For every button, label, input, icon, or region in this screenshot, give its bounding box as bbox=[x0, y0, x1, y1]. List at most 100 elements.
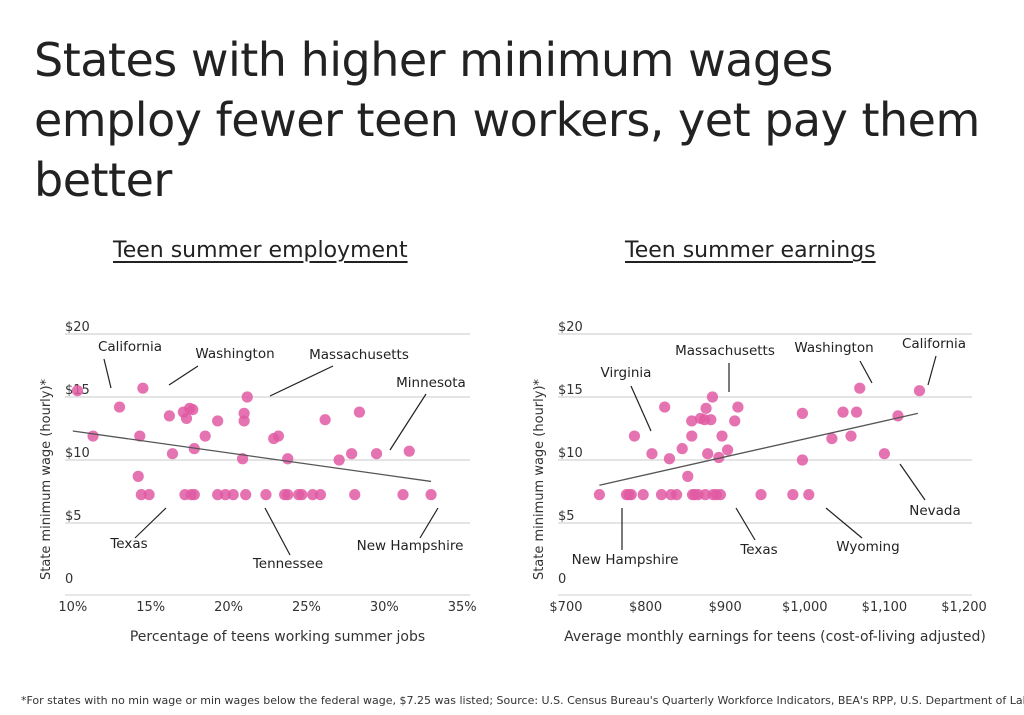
chart2-data-point bbox=[663, 453, 676, 465]
chart1-data-point bbox=[143, 489, 155, 501]
chart2-data-point bbox=[729, 415, 741, 427]
chart1-data-point bbox=[319, 414, 331, 426]
chart2-data-point bbox=[682, 470, 694, 482]
chart1-x-tick-label: 30% bbox=[370, 600, 399, 615]
chart2-data-point bbox=[686, 430, 698, 442]
chart1-annotation-leader bbox=[264, 507, 291, 556]
chart2-data-point bbox=[646, 448, 658, 460]
chart1-data-point bbox=[353, 406, 366, 418]
chart1-data-point bbox=[180, 412, 193, 425]
chart1-data-point bbox=[314, 489, 327, 501]
chart2-data-point bbox=[850, 406, 863, 418]
chart2-data-point bbox=[676, 443, 688, 455]
chart2-annotation-label: Wyoming bbox=[836, 539, 899, 555]
chart2-y-tick-label: $15 bbox=[558, 383, 583, 398]
chart1-annotation-label: Tennessee bbox=[252, 556, 323, 572]
chart1-data-point bbox=[241, 391, 253, 403]
chart2-y-tick-label: 0 bbox=[558, 572, 566, 587]
chart1-data-point bbox=[403, 445, 415, 457]
chart2-data-point bbox=[699, 489, 711, 501]
chart2-x-tick-label: $700 bbox=[549, 600, 582, 615]
chart1-x-tick-label: 25% bbox=[292, 600, 321, 615]
chart-title-earnings: Teen summer earnings bbox=[625, 238, 876, 263]
chart1-data-point bbox=[282, 453, 294, 465]
chart2-annotation-label: Texas bbox=[739, 542, 777, 558]
chart1-data-point bbox=[238, 415, 250, 427]
chart2-data-point bbox=[628, 430, 641, 442]
chart1-data-point bbox=[137, 382, 149, 394]
chart1-data-point bbox=[134, 430, 146, 442]
chart2-data-point bbox=[796, 454, 809, 466]
chart1-data-point bbox=[212, 415, 224, 427]
chart1-data-point bbox=[397, 489, 409, 501]
chart1-data-point bbox=[425, 489, 437, 501]
chart2-data-point bbox=[787, 489, 799, 501]
chart2-data-point bbox=[659, 401, 671, 413]
chart1-data-point bbox=[135, 489, 147, 501]
chart1-annotation-label: Minnesota bbox=[396, 375, 466, 391]
chart2-x-tick-label: $1,100 bbox=[862, 600, 908, 615]
page-title: States with higher minimum wages employ … bbox=[34, 33, 980, 207]
chart2-annotation-leader bbox=[825, 507, 863, 539]
chart2-data-point bbox=[732, 401, 744, 413]
chart2-data-point bbox=[845, 430, 857, 442]
chart1-data-point bbox=[163, 410, 175, 422]
chart1-data-point bbox=[87, 430, 99, 442]
chart1-data-point bbox=[187, 404, 199, 416]
chart1-x-tick-label: 15% bbox=[136, 600, 165, 615]
chart2-data-point bbox=[826, 432, 838, 445]
chart2-annotation-label: Virginia bbox=[601, 365, 652, 381]
chart2-annotation-label: California bbox=[902, 336, 966, 352]
chart1-annotation-leader bbox=[419, 507, 439, 539]
chart2-x-tick-label: $1,000 bbox=[782, 600, 828, 615]
chart1-y-axis-title: State minimum wage (hourly)* bbox=[39, 378, 54, 580]
chart2-data-point bbox=[593, 489, 606, 501]
chart1-data-point bbox=[188, 489, 200, 501]
chart2-y-axis-title: State minimum wage (hourly)* bbox=[532, 378, 547, 580]
chart1-data-point bbox=[166, 448, 179, 460]
chart1-y-tick-label: $20 bbox=[65, 320, 90, 335]
chart1-annotation-label: Texas bbox=[109, 536, 147, 552]
chart1-data-point bbox=[370, 448, 383, 460]
chart2-annotation-label: Washington bbox=[794, 340, 873, 356]
chart2-annotation-leader bbox=[735, 507, 756, 541]
chart2-data-point bbox=[803, 489, 815, 501]
chart2-data-point bbox=[796, 407, 809, 419]
chart2-x-tick-label: $1,200 bbox=[941, 600, 987, 615]
chart2-annotation-leader bbox=[927, 355, 937, 386]
chart1-data-point bbox=[71, 385, 84, 397]
chart2-annotation-leader bbox=[630, 385, 652, 432]
chart2-data-point bbox=[705, 414, 717, 426]
chart1-annotation-leader bbox=[103, 358, 112, 389]
chart1-annotation-leader bbox=[168, 365, 199, 386]
chart1-data-point bbox=[307, 489, 319, 501]
chart2-annotation-label: Massachusetts bbox=[675, 343, 775, 359]
chart1-data-point bbox=[282, 489, 294, 501]
chart-title-employment: Teen summer employment bbox=[113, 238, 408, 263]
chart1-x-axis-title: Percentage of teens working summer jobs bbox=[130, 629, 425, 645]
chart2-data-point bbox=[702, 448, 714, 460]
chart2-data-point bbox=[837, 406, 849, 418]
chart1-x-tick-label: 35% bbox=[448, 600, 477, 615]
chart1-data-point bbox=[346, 448, 358, 460]
chart1-y-tick-label: 0 bbox=[65, 572, 73, 587]
chart1-data-point bbox=[260, 489, 272, 501]
chart1-data-point bbox=[199, 430, 211, 442]
chart1-data-point bbox=[333, 454, 345, 466]
chart2-data-point bbox=[721, 444, 734, 456]
chart2-data-point bbox=[716, 430, 728, 442]
chart1-data-point bbox=[272, 430, 285, 442]
chart1-x-tick-label: 20% bbox=[214, 600, 243, 615]
chart1-data-point bbox=[296, 489, 308, 501]
chart1-x-tick-label: 10% bbox=[58, 600, 87, 615]
chart1-annotation-leader bbox=[134, 507, 167, 539]
chart1-annotation-leader bbox=[389, 393, 427, 451]
chart2-x-axis-title: Average monthly earnings for teens (cost… bbox=[564, 629, 986, 645]
chart1-data-point bbox=[113, 401, 126, 413]
chart2-y-tick-label: $5 bbox=[558, 509, 575, 524]
chart2-data-point bbox=[625, 489, 637, 501]
chart2-data-point bbox=[655, 489, 668, 501]
chart2-x-tick-label: $900 bbox=[709, 600, 742, 615]
chart2-data-point bbox=[700, 402, 712, 414]
chart1-annotation-leader bbox=[269, 365, 334, 397]
